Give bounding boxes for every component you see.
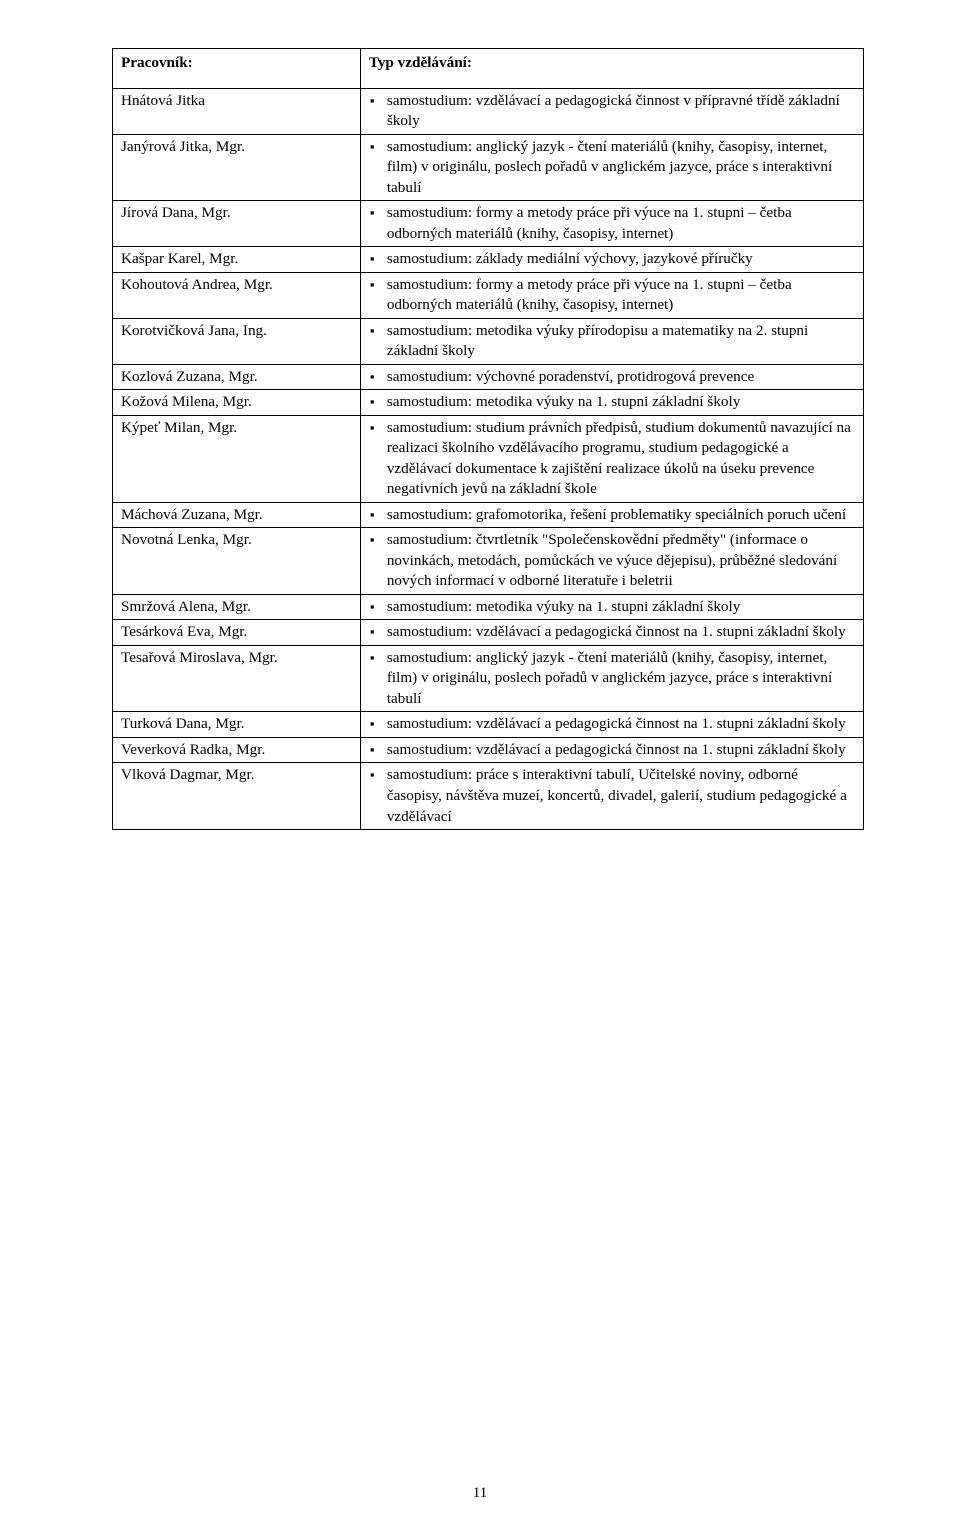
worker-name: Turková Dana, Mgr. [113, 712, 361, 738]
training-cell: samostudium: vzdělávací a pedagogická či… [360, 620, 863, 646]
training-cell: samostudium: anglický jazyk - čtení mate… [360, 134, 863, 201]
training-list: samostudium: metodika výuky na 1. stupni… [369, 392, 855, 413]
training-cell: samostudium: základy mediální výchovy, j… [360, 247, 863, 273]
table-row: Vlková Dagmar, Mgr. samostudium: práce s … [113, 763, 864, 830]
training-item: samostudium: grafomotorika, řešení probl… [385, 505, 855, 526]
training-cell: samostudium: metodika výuky přírodopisu … [360, 318, 863, 364]
training-item: samostudium: anglický jazyk - čtení mate… [385, 648, 855, 710]
worker-name: Kožová Milena, Mgr. [113, 390, 361, 416]
table-row: Veverková Radka, Mgr. samostudium: vzdělá… [113, 737, 864, 763]
training-item: samostudium: studium právních předpisů, … [385, 418, 855, 500]
worker-name: Kohoutová Andrea, Mgr. [113, 272, 361, 318]
worker-name: Veverková Radka, Mgr. [113, 737, 361, 763]
training-list: samostudium: studium právních předpisů, … [369, 418, 855, 500]
table-row: Kýpeť Milan, Mgr. samostudium: studium pr… [113, 415, 864, 502]
training-list: samostudium: grafomotorika, řešení probl… [369, 505, 855, 526]
training-cell: samostudium: vzdělávací a pedagogická či… [360, 712, 863, 738]
training-list: samostudium: základy mediální výchovy, j… [369, 249, 855, 270]
training-list: samostudium: anglický jazyk - čtení mate… [369, 648, 855, 710]
worker-name: Novotná Lenka, Mgr. [113, 528, 361, 595]
training-list: samostudium: formy a metody práce při vý… [369, 275, 855, 316]
training-item: samostudium: vzdělávací a pedagogická či… [385, 91, 855, 132]
training-list: samostudium: vzdělávací a pedagogická či… [369, 740, 855, 761]
worker-name: Janýrová Jitka, Mgr. [113, 134, 361, 201]
training-item: samostudium: vzdělávací a pedagogická či… [385, 714, 855, 735]
table-row: Janýrová Jitka, Mgr. samostudium: anglick… [113, 134, 864, 201]
training-list: samostudium: vzdělávací a pedagogická či… [369, 91, 855, 132]
training-cell: samostudium: vzdělávací a pedagogická či… [360, 737, 863, 763]
training-item: samostudium: vzdělávací a pedagogická či… [385, 740, 855, 761]
table-row: Korotvičková Jana, Ing. samostudium: meto… [113, 318, 864, 364]
table-row: Jírová Dana, Mgr. samostudium: formy a me… [113, 201, 864, 247]
header-training-type: Typ vzdělávání: [360, 49, 863, 89]
worker-name: Kašpar Karel, Mgr. [113, 247, 361, 273]
training-cell: samostudium: grafomotorika, řešení probl… [360, 502, 863, 528]
worker-name: Hnátová Jitka [113, 88, 361, 134]
training-cell: samostudium: anglický jazyk - čtení mate… [360, 645, 863, 712]
header-worker: Pracovník: [113, 49, 361, 89]
training-item: samostudium: anglický jazyk - čtení mate… [385, 137, 855, 199]
document-page: Pracovník: Typ vzdělávání: Hnátová Jitka… [0, 0, 960, 1530]
training-item: samostudium: formy a metody práce při vý… [385, 203, 855, 244]
training-cell: samostudium: formy a metody práce při vý… [360, 272, 863, 318]
table-row: Kašpar Karel, Mgr. samostudium: základy m… [113, 247, 864, 273]
page-number: 11 [0, 1485, 960, 1502]
training-item: samostudium: metodika výuky na 1. stupni… [385, 597, 855, 618]
training-list: samostudium: anglický jazyk - čtení mate… [369, 137, 855, 199]
training-cell: samostudium: studium právních předpisů, … [360, 415, 863, 502]
worker-name: Kýpeť Milan, Mgr. [113, 415, 361, 502]
worker-name: Máchová Zuzana, Mgr. [113, 502, 361, 528]
worker-name: Kozlová Zuzana, Mgr. [113, 364, 361, 390]
training-item: samostudium: metodika výuky přírodopisu … [385, 321, 855, 362]
table-row: Novotná Lenka, Mgr. samostudium: čtvrtlet… [113, 528, 864, 595]
training-list: samostudium: práce s interaktivní tabulí… [369, 765, 855, 827]
worker-name: Smržová Alena, Mgr. [113, 594, 361, 620]
training-table: Pracovník: Typ vzdělávání: Hnátová Jitka… [112, 48, 864, 830]
table-row: Máchová Zuzana, Mgr. samostudium: grafomo… [113, 502, 864, 528]
training-item: samostudium: čtvrtletník "Společenskověd… [385, 530, 855, 592]
training-cell: samostudium: metodika výuky na 1. stupni… [360, 390, 863, 416]
training-cell: samostudium: čtvrtletník "Společenskověd… [360, 528, 863, 595]
table-row: Kohoutová Andrea, Mgr. samostudium: formy… [113, 272, 864, 318]
table-row: Kozlová Zuzana, Mgr. samostudium: výchovn… [113, 364, 864, 390]
training-list: samostudium: čtvrtletník "Společenskověd… [369, 530, 855, 592]
worker-name: Tesařová Miroslava, Mgr. [113, 645, 361, 712]
training-list: samostudium: formy a metody práce při vý… [369, 203, 855, 244]
training-list: samostudium: vzdělávací a pedagogická či… [369, 714, 855, 735]
table-row: Turková Dana, Mgr. samostudium: vzdělávac… [113, 712, 864, 738]
table-row: Tesařová Miroslava, Mgr. samostudium: ang… [113, 645, 864, 712]
training-list: samostudium: výchovné poradenství, proti… [369, 367, 855, 388]
training-list: samostudium: metodika výuky přírodopisu … [369, 321, 855, 362]
training-item: samostudium: výchovné poradenství, proti… [385, 367, 855, 388]
training-item: samostudium: formy a metody práce při vý… [385, 275, 855, 316]
training-list: samostudium: metodika výuky na 1. stupni… [369, 597, 855, 618]
training-item: samostudium: práce s interaktivní tabulí… [385, 765, 855, 827]
training-cell: samostudium: vzdělávací a pedagogická či… [360, 88, 863, 134]
training-cell: samostudium: práce s interaktivní tabulí… [360, 763, 863, 830]
table-row: Tesárková Eva, Mgr. samostudium: vzděláva… [113, 620, 864, 646]
table-row: Smržová Alena, Mgr. samostudium: metodika… [113, 594, 864, 620]
worker-name: Vlková Dagmar, Mgr. [113, 763, 361, 830]
table-row: Kožová Milena, Mgr. samostudium: metodika… [113, 390, 864, 416]
training-item: samostudium: metodika výuky na 1. stupni… [385, 392, 855, 413]
training-item: samostudium: základy mediální výchovy, j… [385, 249, 855, 270]
worker-name: Korotvičková Jana, Ing. [113, 318, 361, 364]
table-row: Hnátová Jitka samostudium: vzdělávací a p… [113, 88, 864, 134]
training-cell: samostudium: metodika výuky na 1. stupni… [360, 594, 863, 620]
training-cell: samostudium: výchovné poradenství, proti… [360, 364, 863, 390]
training-list: samostudium: vzdělávací a pedagogická či… [369, 622, 855, 643]
worker-name: Tesárková Eva, Mgr. [113, 620, 361, 646]
table-header-row: Pracovník: Typ vzdělávání: [113, 49, 864, 89]
training-cell: samostudium: formy a metody práce při vý… [360, 201, 863, 247]
training-item: samostudium: vzdělávací a pedagogická či… [385, 622, 855, 643]
worker-name: Jírová Dana, Mgr. [113, 201, 361, 247]
